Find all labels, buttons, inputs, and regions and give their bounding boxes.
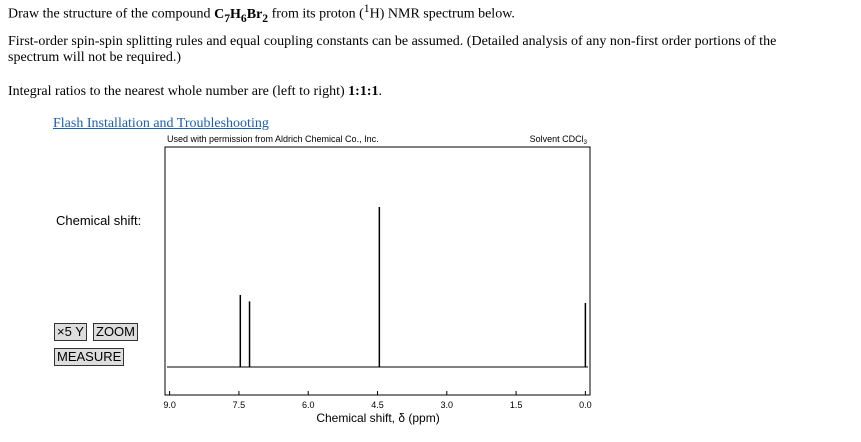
plot-frame [164,146,591,396]
x-tick-label: 3.0 [441,400,454,410]
credit: Used with permission from Aldrich Chemic… [167,134,379,144]
text: 3 [584,140,588,146]
text: from its proton ( [268,6,364,22]
instruction: First-order spin-spin splitting rules an… [8,34,777,49]
text: Draw the structure of the compound [8,6,215,22]
text: 7 [224,11,231,25]
text: Br [246,6,263,22]
x-tick-label: 9.0 [163,400,176,410]
text: . [378,84,382,99]
text: 6 [240,11,247,25]
x-tick-label: 1.5 [510,400,523,410]
instruction: spectrum will not be required.) [8,50,182,65]
x-tick-label: 0.0 [579,400,592,410]
question-line: Draw the structure of the compound C7H6B… [8,1,515,26]
measure-button[interactable]: MEASURE [54,348,125,366]
integral-line: Integral ratios to the nearest whole num… [8,84,382,100]
x-axis-label: Chemical shift, δ (ppm) [316,411,439,425]
text: 2 [262,11,269,25]
ratio: 1:1:1 [348,84,379,99]
solvent: Solvent CDCl3 [530,134,588,146]
text: Integral ratios to the nearest whole num… [8,84,349,99]
text: H) NMR spectrum below. [369,6,515,22]
x-tick-label: 4.5 [371,400,384,410]
x-tick-label: 6.0 [302,400,315,410]
help-link[interactable]: Flash Installation and Troubleshooting [53,116,269,131]
shift-label: Chemical shift: [56,213,142,228]
text: 1 [363,2,370,15]
text: Solvent CDCl [530,134,584,144]
x-tick-label: 7.5 [233,400,246,410]
text: H [230,6,241,22]
zoom-button[interactable]: ZOOM [93,323,138,341]
text: C [214,6,225,22]
zoom-y-button[interactable]: ×5 Y [54,323,87,341]
formula: C7H6Br2 [214,6,269,25]
